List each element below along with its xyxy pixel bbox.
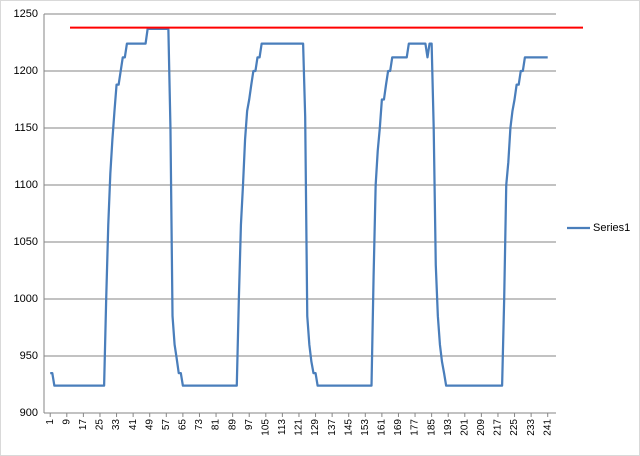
x-tick-label: 209	[476, 419, 487, 436]
x-tick-label: 73	[194, 419, 205, 431]
y-tick-label: 1000	[14, 293, 38, 305]
x-tick-label: 33	[111, 419, 122, 431]
x-tick-label: 193	[443, 419, 454, 436]
x-tick-label: 97	[244, 419, 255, 431]
x-tick-label: 161	[377, 419, 388, 436]
x-tick-label: 89	[227, 419, 238, 431]
x-tick-label: 81	[211, 419, 222, 431]
x-tick-label: 185	[426, 419, 437, 436]
x-tick-label: 137	[327, 419, 338, 436]
x-tick-label: 129	[310, 419, 321, 436]
x-tick-label: 169	[393, 419, 404, 436]
x-tick-label: 105	[260, 419, 271, 436]
legend-label: Series1	[593, 222, 630, 234]
x-tick-label: 113	[277, 419, 288, 435]
y-tick-label: 900	[20, 407, 38, 419]
y-tick-label: 1100	[14, 179, 38, 191]
x-tick-label: 17	[78, 419, 89, 431]
x-tick-label: 153	[360, 419, 371, 436]
x-tick-label: 217	[493, 419, 504, 436]
x-tick-label: 225	[509, 419, 520, 436]
y-tick-label: 1200	[14, 65, 38, 77]
x-tick-label: 241	[542, 419, 553, 436]
y-tick-label: 1150	[14, 122, 38, 134]
x-tick-label: 233	[526, 419, 537, 436]
x-tick-label: 1	[45, 419, 56, 425]
x-tick-label: 9	[61, 419, 72, 425]
x-tick-label: 25	[95, 419, 106, 431]
x-tick-label: 65	[178, 419, 189, 431]
y-tick-label: 950	[20, 350, 38, 362]
x-tick-label: 57	[161, 419, 172, 431]
x-tick-label: 41	[128, 419, 139, 431]
x-tick-label: 201	[459, 419, 470, 436]
x-tick-label: 49	[144, 419, 155, 431]
x-tick-label: 121	[294, 419, 305, 436]
x-tick-label: 145	[343, 419, 354, 436]
x-tick-label: 177	[410, 419, 421, 436]
y-tick-label: 1250	[14, 8, 38, 20]
y-tick-label: 1050	[14, 236, 38, 248]
series-line	[50, 27, 548, 387]
